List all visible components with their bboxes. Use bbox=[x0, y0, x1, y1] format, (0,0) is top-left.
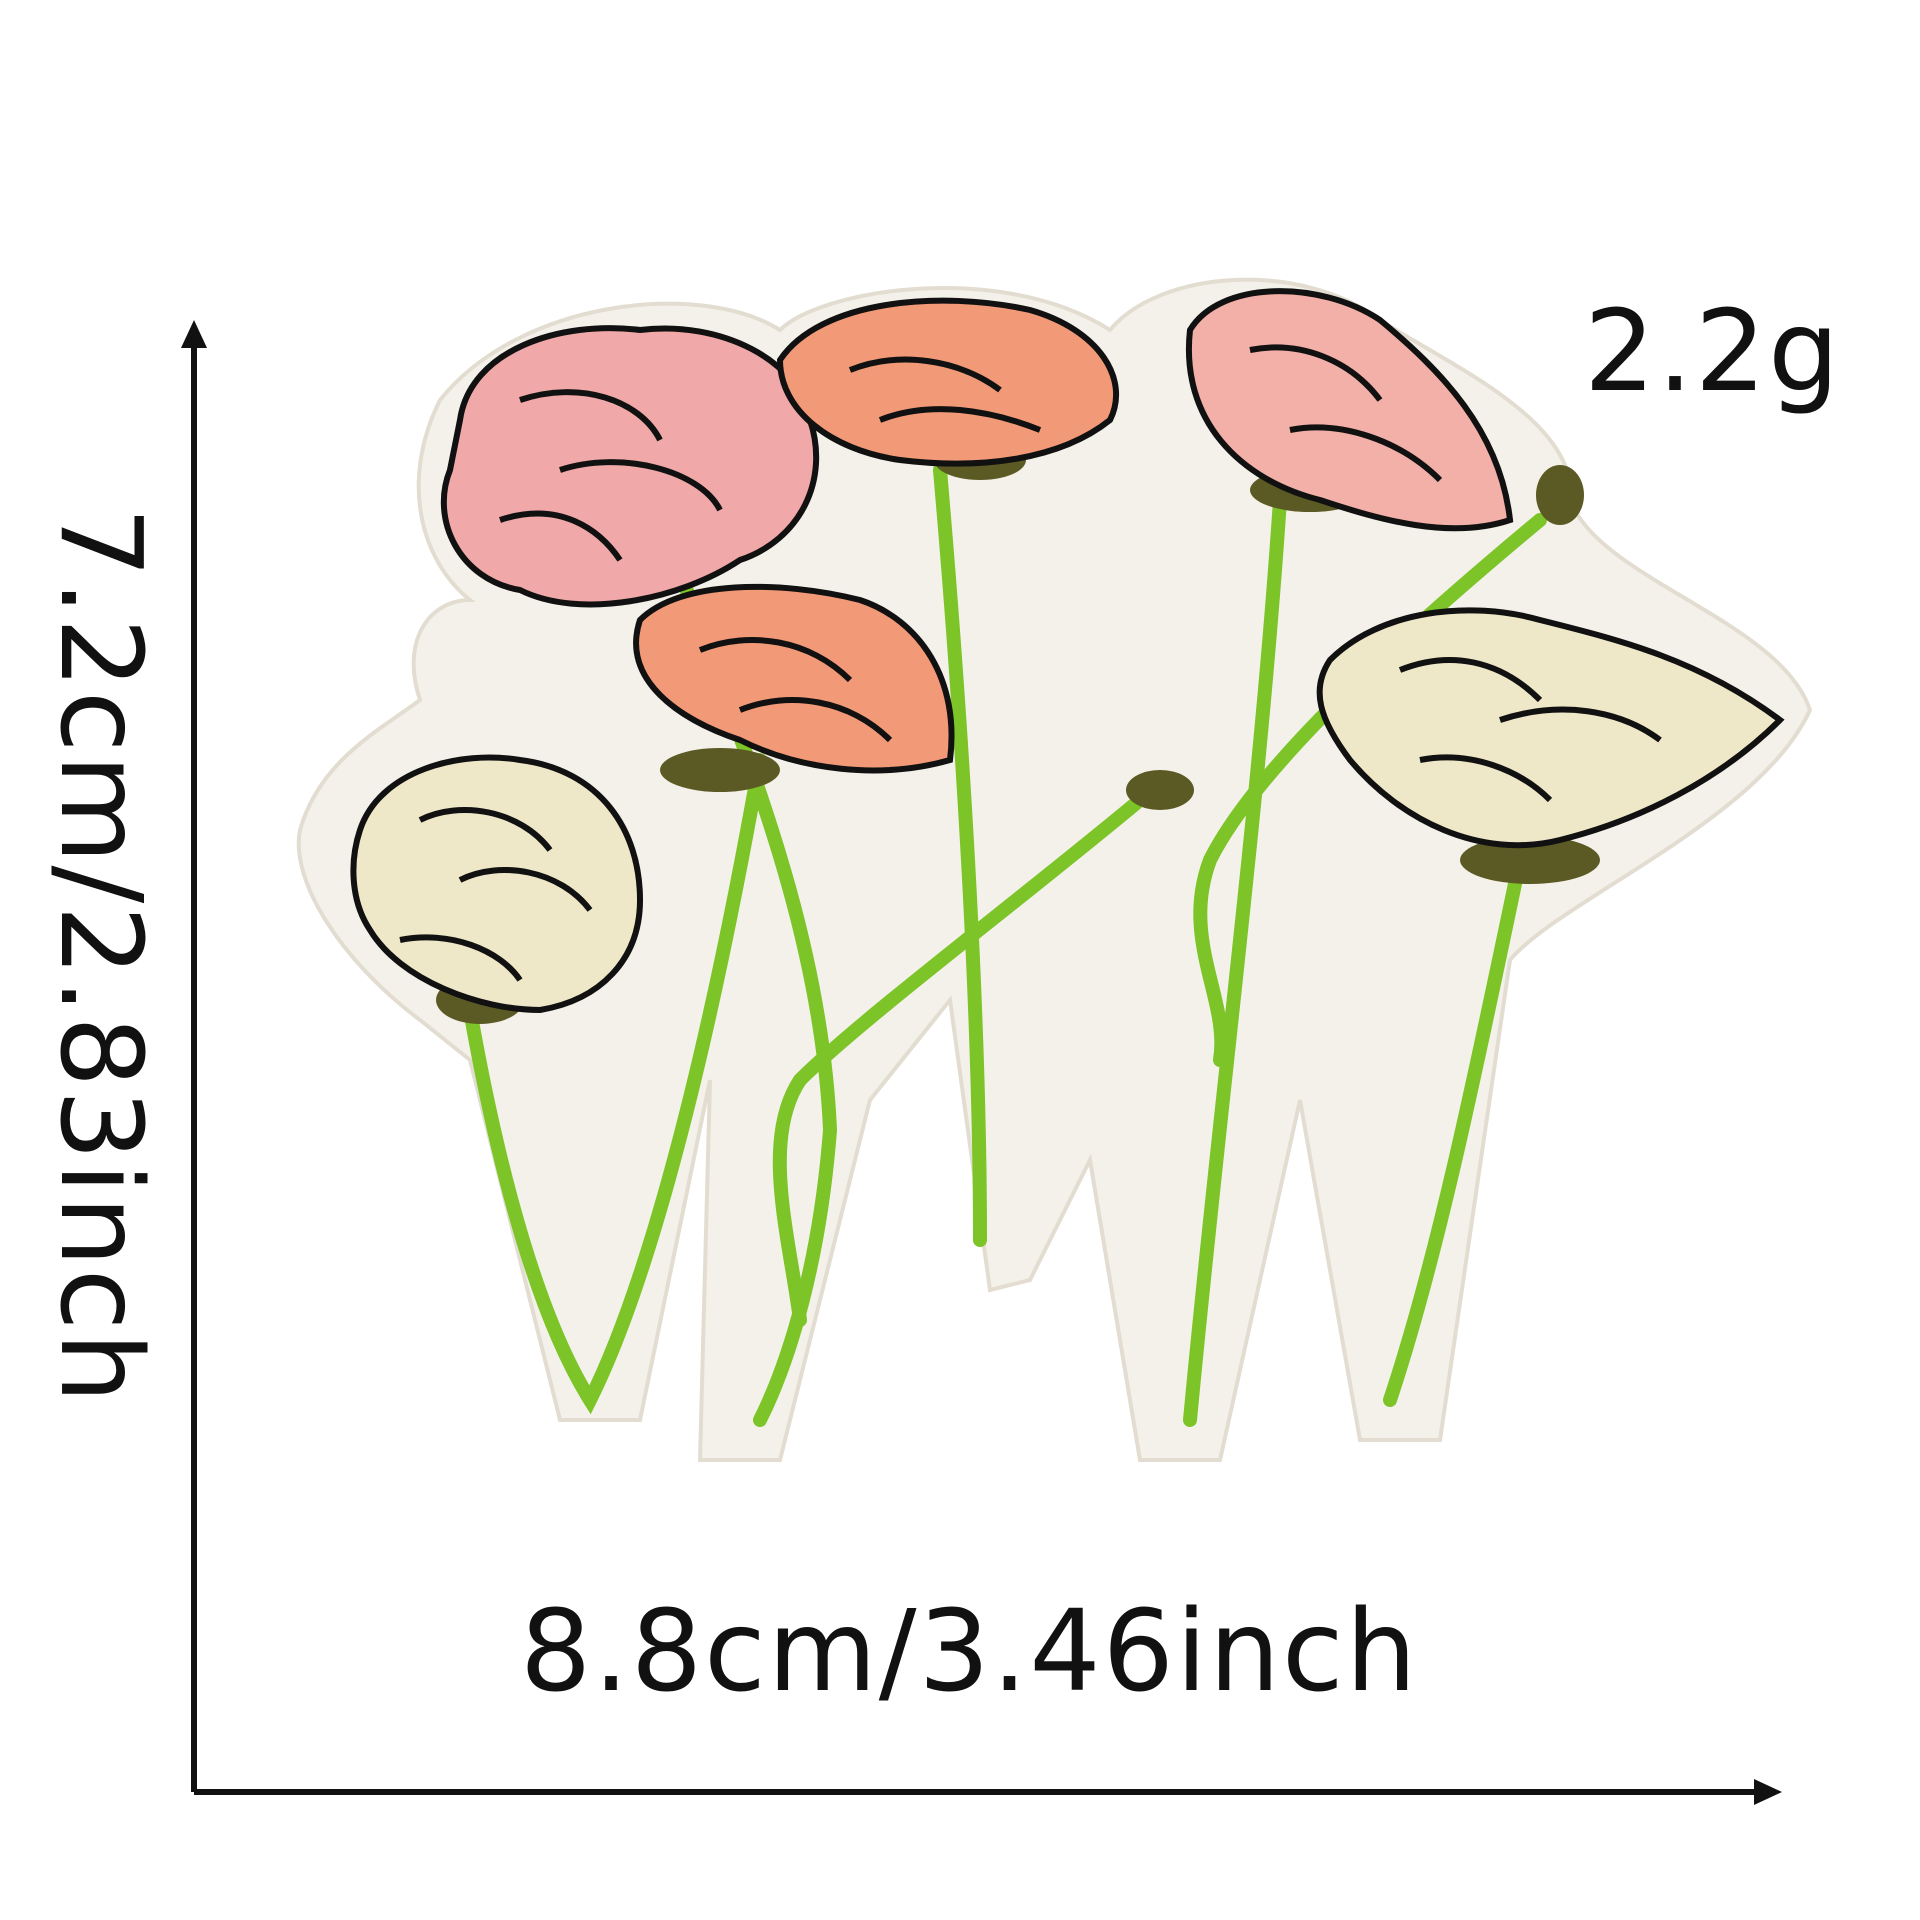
flower-cream-left bbox=[350, 754, 644, 1014]
flower-pink-right bbox=[1185, 288, 1514, 532]
stems bbox=[463, 463, 1547, 1427]
flower-pink-carnation bbox=[440, 325, 820, 608]
width-arrow-head bbox=[1754, 1779, 1782, 1805]
dimension-arrows bbox=[181, 320, 1782, 1805]
stem-1 bbox=[463, 753, 767, 1415]
stem-7 bbox=[1383, 853, 1527, 1407]
height-dimension-label: 7.2cm/2.83inch bbox=[35, 506, 165, 1406]
stem-4 bbox=[1183, 493, 1287, 1427]
stem-5 bbox=[1193, 513, 1547, 1067]
height-arrow-head bbox=[181, 320, 207, 348]
width-dimension-label: 8.8cm/3.46inch bbox=[520, 1587, 1419, 1717]
sepal-3 bbox=[660, 748, 780, 792]
flower-cream-right bbox=[1316, 607, 1785, 849]
bud-tip-1 bbox=[1536, 465, 1584, 525]
flowers bbox=[350, 288, 1785, 1014]
stem-3 bbox=[933, 463, 987, 1247]
stem-6 bbox=[772, 793, 1147, 1327]
sepal-6 bbox=[1460, 836, 1600, 884]
bud-tip-2 bbox=[1126, 770, 1194, 810]
flower-peach-middle bbox=[633, 583, 955, 774]
weight-label: 2.2g bbox=[1584, 287, 1842, 417]
flower-peach-top bbox=[776, 297, 1120, 467]
